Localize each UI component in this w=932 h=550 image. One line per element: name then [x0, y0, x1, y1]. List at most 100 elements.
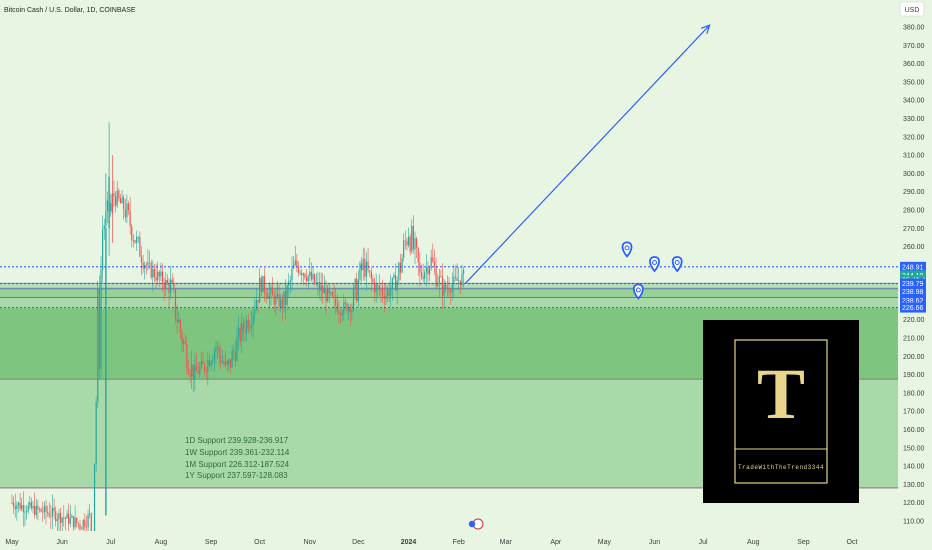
- candle-body: [171, 279, 173, 283]
- candle-body: [336, 304, 338, 313]
- candle-body: [103, 225, 105, 230]
- candle-body: [346, 303, 348, 312]
- candle-body: [234, 352, 236, 361]
- candle-body: [456, 277, 458, 281]
- price-tags: 248.91244.1905:46:41239.79238.98238.6222…: [900, 261, 929, 313]
- candle-body: [450, 291, 452, 293]
- candle-body: [174, 288, 177, 319]
- candle-body: [110, 203, 112, 212]
- candle-body: [97, 288, 99, 402]
- candle-body: [328, 288, 330, 294]
- marker-pin-icon[interactable]: [649, 256, 660, 273]
- candle-body: [208, 359, 211, 366]
- time-tick-label: Feb: [453, 539, 465, 546]
- candle-body: [323, 289, 325, 294]
- candle-body: [242, 322, 245, 331]
- candle-body: [341, 313, 343, 316]
- marker-pin-icon[interactable]: [621, 241, 633, 258]
- candle-body: [451, 284, 453, 293]
- candle-body: [38, 508, 41, 510]
- candle-body: [443, 284, 445, 297]
- candle-body: [40, 508, 42, 512]
- candle-body: [262, 276, 264, 292]
- candle-body: [331, 292, 334, 296]
- candle-body: [55, 511, 57, 522]
- candle-body: [111, 195, 114, 214]
- candle-body: [37, 505, 39, 510]
- candle-body: [98, 288, 100, 370]
- candle-body: [247, 320, 249, 329]
- projection-line: [464, 24, 711, 284]
- candle-body: [414, 238, 416, 250]
- candle-body: [407, 236, 410, 246]
- candle-body: [148, 262, 151, 264]
- candle-body: [352, 287, 355, 310]
- candle-body: [136, 237, 138, 243]
- candle-body: [377, 284, 379, 287]
- candle-body: [200, 361, 202, 368]
- time-tick-label: Aug: [155, 539, 168, 546]
- projection-arrow[interactable]: [464, 24, 711, 284]
- earnings-icon[interactable]: [468, 518, 484, 530]
- candle-body: [93, 463, 96, 539]
- price-tick-label: 170.00: [903, 409, 925, 416]
- candle-body: [113, 193, 115, 197]
- time-tick-label: May: [598, 539, 612, 546]
- candle-body: [335, 296, 337, 305]
- candle-body: [163, 283, 165, 289]
- candle-body: [362, 259, 364, 271]
- marker-pin-icon[interactable]: [671, 256, 683, 273]
- candle-body: [116, 190, 118, 206]
- candle-body: [276, 294, 279, 297]
- time-tick-label: Jul: [106, 539, 115, 546]
- candle-body: [34, 506, 36, 516]
- logo-letter: T: [757, 354, 805, 434]
- candle-body: [428, 267, 431, 275]
- price-tick-label: 130.00: [903, 482, 925, 489]
- candle-body: [118, 190, 120, 199]
- price-tag-label: 238.98: [902, 289, 924, 296]
- candle-body: [265, 292, 267, 297]
- candle-body: [218, 346, 220, 355]
- time-tick-label: Oct: [847, 539, 858, 546]
- candle-body: [233, 350, 235, 353]
- candle-body: [63, 517, 65, 519]
- candle-body: [76, 517, 78, 524]
- time-tick-label: Dec: [352, 539, 365, 546]
- candle-body: [157, 271, 159, 281]
- time-axis[interactable]: May Jun Jul Aug Sep Oct Nov Dec 2024 Feb Mar Apr May…: [0, 531, 898, 550]
- candle-body: [437, 284, 439, 286]
- candle-body: [29, 502, 31, 506]
- candle-body: [145, 264, 147, 266]
- chart-title: Bitcoin Cash / U.S. Dollar, 1D, COINBASE: [4, 7, 136, 14]
- price-tag-label: 238.62: [902, 298, 924, 305]
- price-tick-label: 210.00: [903, 336, 925, 343]
- price-axis[interactable]: USD 380.00 370.00 360.00 350.00 340.00 330.00…: [898, 0, 932, 530]
- candle-body: [47, 511, 49, 514]
- candle-body: [51, 507, 54, 517]
- candle-body: [147, 262, 149, 266]
- candle-body: [95, 401, 97, 464]
- candle-body: [369, 270, 371, 272]
- candle-body: [139, 237, 141, 257]
- time-tick-label: Oct: [254, 539, 265, 546]
- price-tick-label: 150.00: [903, 445, 925, 452]
- time-tick-label: Jul: [699, 539, 708, 546]
- candle-body: [420, 272, 423, 277]
- marker-pin-icon[interactable]: [632, 283, 644, 300]
- logo-caption: TradeWithTheTrend3344: [738, 464, 824, 471]
- candle-body: [16, 505, 18, 510]
- candle-body: [318, 282, 321, 291]
- candle-body: [226, 361, 228, 365]
- marker-pin-dot: [674, 260, 680, 266]
- price-tag-label: 239.79: [902, 281, 924, 288]
- markers[interactable]: [621, 241, 683, 300]
- candle-body: [239, 327, 241, 341]
- candle-body: [80, 528, 83, 530]
- candle-body: [378, 286, 380, 290]
- support-notes: 1D Support 239.928-236.917 1W Support 23…: [185, 436, 290, 480]
- candle-body: [187, 368, 190, 374]
- candle-body: [333, 295, 335, 297]
- currency-badge[interactable]: [899, 1, 925, 17]
